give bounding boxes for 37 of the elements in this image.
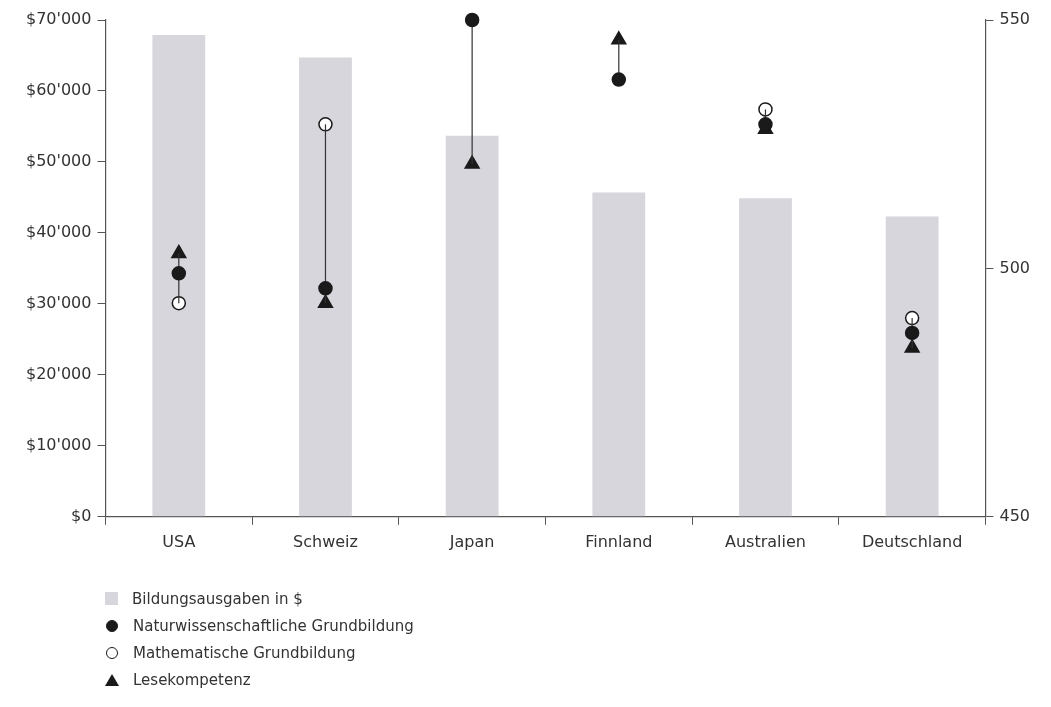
y-tick-label: $20'000 xyxy=(25,364,92,384)
y2-tick-label: 500 xyxy=(999,257,1031,277)
point xyxy=(171,244,187,259)
x-tick-label: Japan xyxy=(448,531,495,551)
bar xyxy=(739,198,792,517)
bar xyxy=(885,216,939,517)
bar xyxy=(152,34,206,517)
bar xyxy=(445,135,499,517)
bar xyxy=(299,57,352,517)
bar xyxy=(592,192,646,517)
legend-label: Mathematische Grundbildung xyxy=(133,643,356,662)
y2-tick-label: 550 xyxy=(999,9,1031,29)
point xyxy=(318,281,333,296)
y-tick-label: $60'000 xyxy=(25,80,92,100)
point xyxy=(611,31,627,45)
x-tick-label: Deutschland xyxy=(861,531,963,551)
point xyxy=(611,72,627,87)
point xyxy=(464,12,480,28)
x-tick-label: Australien xyxy=(724,531,806,551)
y-tick-label: $10'000 xyxy=(25,434,92,454)
point xyxy=(171,295,187,311)
point xyxy=(904,325,920,341)
y-tick-label: $30'000 xyxy=(25,293,92,313)
legend-label: Lesekompetenz xyxy=(133,670,251,689)
legend-label: Bildungsausgaben in $ xyxy=(132,589,303,608)
y-tick-label: $0 xyxy=(71,505,92,525)
x-tick-label: Finnland xyxy=(585,531,653,551)
legend-label: Naturwissenschaftliche Grundbildung xyxy=(133,616,414,635)
y-tick-label: $50'000 xyxy=(25,151,92,171)
point xyxy=(171,266,187,281)
y-tick-label: $40'000 xyxy=(25,222,92,242)
point xyxy=(318,117,333,132)
point xyxy=(317,294,334,308)
y2-tick-label: 450 xyxy=(999,505,1031,525)
x-tick-label: USA xyxy=(162,531,196,551)
y-tick-label: $70'000 xyxy=(25,9,92,29)
x-tick-label: Schweiz xyxy=(293,531,358,551)
